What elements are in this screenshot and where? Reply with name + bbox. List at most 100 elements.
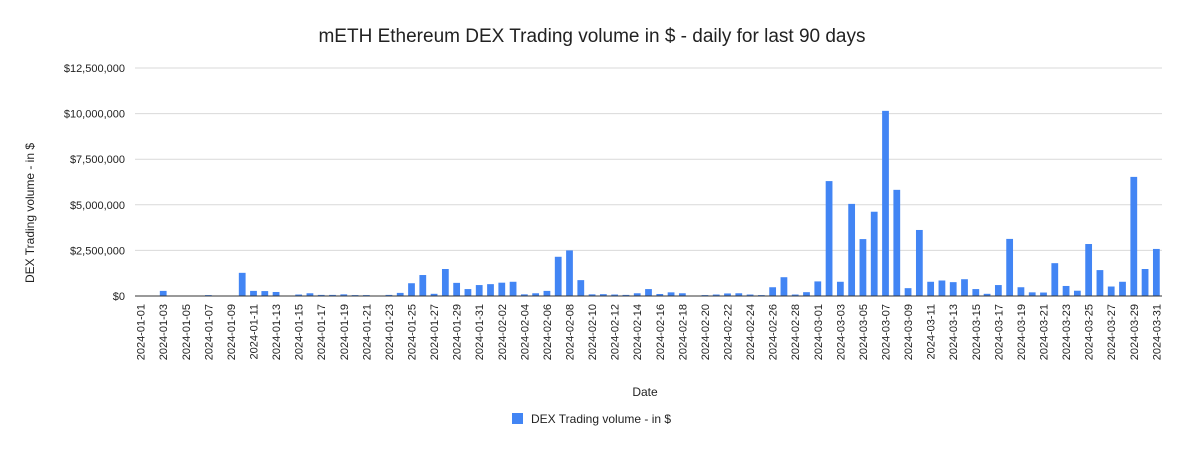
bar: [667, 292, 675, 296]
x-tick-label: 2024-01-25: [407, 304, 419, 360]
x-tick-label: 2024-03-05: [858, 304, 870, 360]
x-tick-label: 2024-02-22: [723, 304, 735, 360]
bar: [825, 181, 833, 296]
bar: [238, 272, 246, 296]
bar: [1028, 292, 1036, 296]
bar: [882, 110, 889, 296]
bar: [1040, 292, 1047, 296]
x-tick-label: 2024-03-01: [813, 304, 825, 360]
bar: [994, 285, 1002, 296]
bars: [159, 110, 1160, 296]
bar: [1141, 269, 1149, 296]
bar: [938, 280, 946, 296]
bar: [780, 277, 788, 296]
bar: [159, 290, 167, 296]
bar: [554, 256, 562, 296]
bar: [927, 281, 935, 296]
bar: [622, 294, 630, 296]
bar: [712, 294, 720, 296]
bar: [972, 289, 980, 296]
bar: [250, 290, 257, 296]
x-tick-label: 2024-01-31: [474, 304, 486, 360]
bar: [915, 229, 923, 296]
x-tick-label: 2024-01-01: [136, 304, 148, 360]
bar: [769, 287, 777, 296]
bar: [961, 279, 968, 296]
bar: [430, 293, 438, 296]
bar: [814, 281, 822, 296]
x-tick-label: 2024-03-29: [1129, 304, 1141, 360]
bar: [1119, 281, 1126, 296]
x-tick-label: 2024-03-23: [1061, 304, 1073, 360]
bar: [836, 281, 844, 296]
x-tick-label: 2024-02-28: [790, 304, 802, 360]
x-axis-title: Date: [632, 385, 658, 399]
x-tick-label: 2024-02-12: [610, 304, 622, 360]
x-tick-label: 2024-01-29: [452, 304, 464, 360]
bar: [487, 284, 494, 296]
bar: [509, 281, 517, 296]
x-tick-label: 2024-03-03: [835, 304, 847, 360]
bar: [272, 291, 280, 296]
bar: [566, 250, 573, 296]
bar: [1096, 270, 1104, 296]
bar: [893, 189, 901, 296]
bar: [724, 293, 731, 296]
legend-swatch: [512, 413, 523, 424]
bar: [735, 293, 743, 296]
bar: [1107, 286, 1115, 296]
bar: [464, 289, 472, 296]
bar: [419, 275, 427, 296]
bar: [532, 293, 540, 296]
bar: [633, 293, 641, 296]
x-axis-ticks: 2024-01-01 2024-01-03 2024-01-05 2024-01-07…: [136, 304, 1164, 360]
x-tick-label: 2024-01-23: [384, 304, 396, 360]
bar: [1085, 244, 1093, 296]
legend: DEX Trading volume - in $: [512, 412, 671, 426]
bar: [396, 292, 404, 296]
y-tick-label: $5,000,000: [70, 200, 125, 212]
y-axis-ticks: $0 $2,500,000 $5,000,000 $7,500,000 $10,000,…: [64, 63, 125, 303]
bar: [1073, 290, 1081, 296]
x-tick-label: 2024-01-19: [339, 304, 351, 360]
x-tick-label: 2024-02-06: [542, 304, 554, 360]
bar: [340, 294, 348, 296]
x-tick-label: 2024-02-26: [768, 304, 780, 360]
gridlines: [135, 67, 1162, 251]
bar: [577, 280, 585, 296]
x-tick-label: 2024-01-21: [361, 304, 373, 360]
x-tick-label: 2024-03-07: [881, 304, 893, 360]
bar: [441, 269, 449, 296]
x-tick-label: 2024-02-14: [632, 304, 644, 360]
y-axis-title: DEX Trading volume - in $: [23, 143, 37, 283]
bar: [746, 294, 754, 296]
x-tick-label: 2024-01-13: [271, 304, 283, 360]
bar: [317, 294, 325, 296]
x-tick-label: 2024-01-27: [429, 304, 441, 360]
x-tick-label: 2024-02-08: [565, 304, 577, 360]
y-tick-label: $2,500,000: [70, 245, 125, 257]
bar: [1152, 248, 1160, 296]
bar: [329, 294, 336, 296]
x-tick-label: 2024-01-11: [249, 304, 261, 359]
bar: [1017, 287, 1025, 296]
bar: [408, 283, 415, 296]
x-tick-label: 2024-03-11: [926, 304, 938, 359]
x-tick-label: 2024-02-20: [700, 304, 712, 360]
bar: [520, 294, 528, 296]
bar: [848, 203, 856, 296]
x-tick-label: 2024-01-09: [226, 304, 238, 360]
x-tick-label: 2024-02-16: [655, 304, 667, 360]
bar: [611, 294, 619, 296]
x-tick-label: 2024-03-27: [1106, 304, 1118, 360]
bar: [543, 290, 551, 296]
x-tick-label: 2024-03-21: [1039, 304, 1051, 360]
bar: [453, 282, 461, 296]
x-tick-label: 2024-01-17: [316, 304, 328, 360]
bar: [261, 291, 269, 296]
bar: [385, 294, 393, 296]
bar: [803, 292, 810, 296]
x-tick-label: 2024-03-13: [948, 304, 960, 360]
bar: [498, 282, 506, 296]
